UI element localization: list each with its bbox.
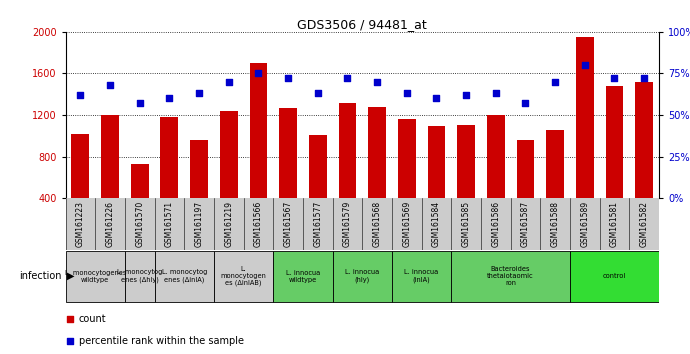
Text: GSM161219: GSM161219 bbox=[224, 201, 233, 247]
Text: GSM161569: GSM161569 bbox=[402, 201, 411, 247]
FancyBboxPatch shape bbox=[125, 251, 155, 302]
Point bbox=[431, 96, 442, 101]
Text: GSM161585: GSM161585 bbox=[462, 201, 471, 247]
FancyBboxPatch shape bbox=[392, 251, 451, 302]
Bar bbox=[606, 86, 623, 240]
FancyBboxPatch shape bbox=[451, 251, 570, 302]
Bar bbox=[279, 108, 297, 240]
Bar bbox=[131, 164, 148, 240]
Point bbox=[402, 91, 413, 96]
FancyBboxPatch shape bbox=[333, 251, 392, 302]
Bar bbox=[517, 140, 534, 240]
Point bbox=[64, 316, 75, 321]
Text: GSM161568: GSM161568 bbox=[373, 201, 382, 247]
Point bbox=[105, 82, 116, 88]
Point bbox=[283, 76, 294, 81]
Bar bbox=[576, 37, 593, 240]
Text: ▶: ▶ bbox=[67, 271, 75, 281]
Point bbox=[520, 101, 531, 106]
Text: L. monocytog
enes (ΔinlA): L. monocytog enes (ΔinlA) bbox=[161, 269, 207, 283]
Bar bbox=[190, 140, 208, 240]
Text: L. innocua
(inlA): L. innocua (inlA) bbox=[404, 269, 439, 283]
Point bbox=[461, 92, 472, 98]
Point bbox=[134, 101, 145, 106]
Point bbox=[549, 79, 560, 85]
Text: control: control bbox=[603, 273, 626, 279]
Bar bbox=[72, 134, 89, 240]
Bar bbox=[161, 117, 178, 240]
FancyBboxPatch shape bbox=[570, 251, 659, 302]
Point bbox=[342, 76, 353, 81]
Point bbox=[312, 91, 323, 96]
Bar bbox=[546, 130, 564, 240]
Title: GDS3506 / 94481_at: GDS3506 / 94481_at bbox=[297, 18, 427, 31]
Text: GSM161589: GSM161589 bbox=[580, 201, 589, 247]
Text: L.
monocytogen
es (ΔinlAB): L. monocytogen es (ΔinlAB) bbox=[221, 266, 266, 286]
Bar bbox=[487, 115, 504, 240]
Point bbox=[372, 79, 383, 85]
Text: GSM161577: GSM161577 bbox=[313, 201, 322, 247]
Bar bbox=[368, 107, 386, 240]
Point bbox=[609, 76, 620, 81]
Text: GSM161587: GSM161587 bbox=[521, 201, 530, 247]
Bar bbox=[635, 82, 653, 240]
FancyBboxPatch shape bbox=[214, 251, 273, 302]
FancyBboxPatch shape bbox=[155, 251, 214, 302]
Text: GSM161584: GSM161584 bbox=[432, 201, 441, 247]
Point bbox=[639, 76, 650, 81]
Text: GSM161566: GSM161566 bbox=[254, 201, 263, 247]
FancyBboxPatch shape bbox=[273, 251, 333, 302]
Bar bbox=[101, 115, 119, 240]
Text: Bacteroides
thetaiotaomic
ron: Bacteroides thetaiotaomic ron bbox=[487, 266, 534, 286]
Text: L. monocytogenes
wildtype: L. monocytogenes wildtype bbox=[65, 270, 126, 282]
Bar bbox=[220, 111, 237, 240]
Point bbox=[224, 79, 235, 85]
Point bbox=[164, 96, 175, 101]
Point bbox=[490, 91, 501, 96]
Text: GSM161582: GSM161582 bbox=[640, 201, 649, 247]
Bar bbox=[457, 125, 475, 240]
Text: L. innocua
(hly): L. innocua (hly) bbox=[345, 269, 380, 283]
Text: GSM161197: GSM161197 bbox=[195, 201, 204, 247]
Point bbox=[75, 92, 86, 98]
Text: L. innocua
wildtype: L. innocua wildtype bbox=[286, 270, 320, 282]
Text: GSM161570: GSM161570 bbox=[135, 201, 144, 247]
Text: count: count bbox=[79, 314, 106, 324]
Text: GSM161571: GSM161571 bbox=[165, 201, 174, 247]
Bar bbox=[339, 103, 356, 240]
Bar bbox=[398, 119, 415, 240]
Text: GSM161588: GSM161588 bbox=[551, 201, 560, 247]
Text: L. monocytog
enes (Δhly): L. monocytog enes (Δhly) bbox=[117, 269, 162, 283]
Text: GSM161223: GSM161223 bbox=[76, 201, 85, 247]
Text: GSM161581: GSM161581 bbox=[610, 201, 619, 247]
Text: percentile rank within the sample: percentile rank within the sample bbox=[79, 336, 244, 346]
Bar bbox=[250, 63, 267, 240]
Text: GSM161579: GSM161579 bbox=[343, 201, 352, 247]
FancyBboxPatch shape bbox=[66, 251, 125, 302]
Text: GSM161567: GSM161567 bbox=[284, 201, 293, 247]
Point bbox=[193, 91, 204, 96]
Point bbox=[580, 62, 591, 68]
Text: infection: infection bbox=[19, 271, 62, 281]
Bar bbox=[309, 135, 326, 240]
Point bbox=[253, 71, 264, 76]
Bar bbox=[428, 126, 445, 240]
Text: GSM161226: GSM161226 bbox=[106, 201, 115, 247]
Text: GSM161586: GSM161586 bbox=[491, 201, 500, 247]
Point bbox=[64, 338, 75, 343]
